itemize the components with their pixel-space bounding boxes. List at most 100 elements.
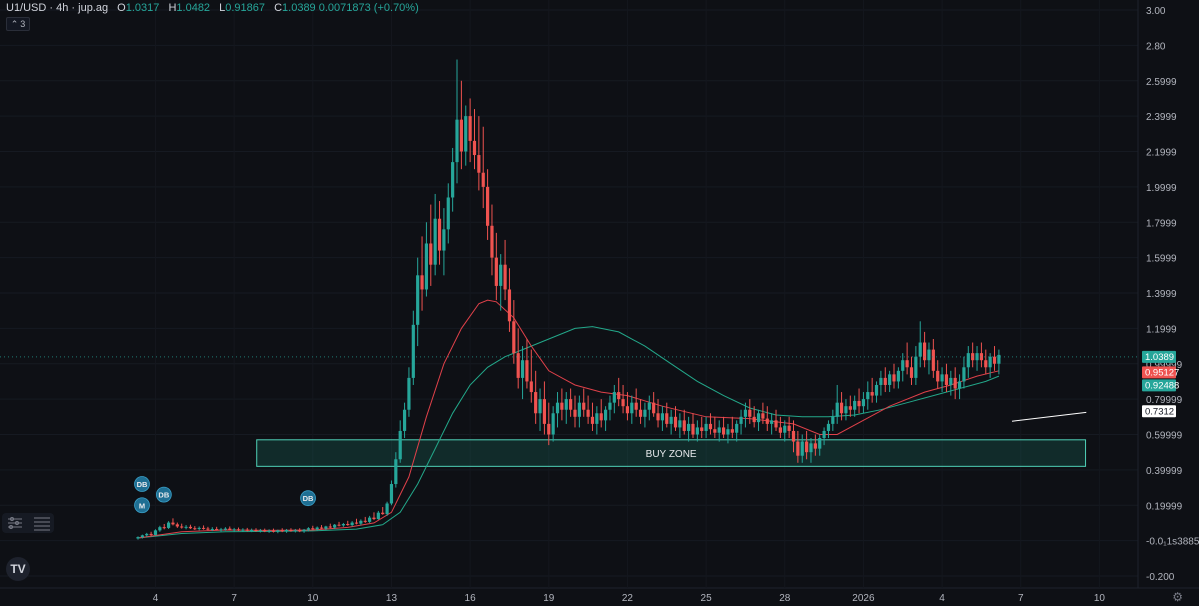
candle-body — [175, 524, 179, 527]
candle — [901, 353, 905, 382]
x-tick-label: 13 — [386, 593, 398, 604]
candle — [682, 409, 686, 435]
candle-body — [888, 374, 892, 385]
candle — [516, 328, 520, 389]
candle — [359, 519, 363, 526]
candle — [923, 331, 927, 368]
indicator-settings-icon[interactable] — [8, 517, 22, 529]
candle-body — [704, 423, 708, 431]
candle-body — [263, 530, 267, 532]
y-tick-label: 3.00 — [1146, 6, 1166, 17]
candle — [569, 388, 573, 417]
candle — [389, 480, 394, 506]
candle — [595, 406, 599, 435]
candle — [175, 522, 179, 528]
candle — [354, 518, 359, 525]
candle — [429, 204, 433, 286]
candle — [153, 529, 158, 536]
price-label: 0.7312 — [1142, 405, 1176, 418]
symbol-title[interactable]: U1/USD · 4h · jup.ag — [6, 2, 109, 14]
high-value: 1.0482 — [176, 2, 211, 14]
candle — [660, 406, 664, 431]
candle — [818, 434, 822, 456]
candle — [603, 406, 608, 431]
candle-body — [774, 420, 778, 428]
x-tick-label: 4 — [939, 593, 945, 604]
candle — [228, 526, 232, 531]
candle-body — [848, 406, 852, 410]
candle-body — [765, 418, 769, 424]
event-marker: M — [134, 497, 150, 514]
candle — [542, 381, 547, 435]
y-tick-label: 1.7999 — [1146, 218, 1177, 229]
candle — [140, 534, 144, 539]
candle — [673, 406, 678, 431]
candle-body — [529, 381, 533, 393]
candle — [866, 381, 870, 410]
candle-body — [818, 438, 822, 449]
candle-body — [874, 384, 879, 396]
candle-body — [691, 423, 695, 435]
candle — [957, 374, 962, 400]
candle — [809, 438, 813, 463]
candle-body — [232, 529, 236, 531]
candle-body — [276, 530, 280, 532]
candle — [232, 527, 236, 532]
candle — [420, 236, 424, 311]
tradingview-logo-icon[interactable]: TV — [6, 557, 30, 581]
candle — [944, 363, 949, 393]
candle-body — [673, 416, 678, 428]
price-label-box — [1142, 366, 1176, 379]
candle — [687, 416, 691, 442]
candle-body — [879, 377, 883, 385]
candle-body — [219, 529, 223, 531]
moving-averages — [137, 299, 1000, 539]
candle — [748, 399, 752, 424]
candle — [402, 402, 407, 439]
candle — [210, 527, 214, 532]
candle-body — [346, 523, 350, 526]
y-tick-label: 2.1999 — [1146, 148, 1177, 159]
candle-body — [866, 392, 870, 400]
candle — [472, 109, 477, 170]
candle-body — [319, 527, 324, 529]
candle-body — [223, 528, 227, 530]
x-tick-label: 22 — [622, 593, 634, 604]
candle-body — [455, 119, 459, 163]
candle-body — [547, 423, 551, 435]
price-label-text: 0.7312 — [1145, 406, 1174, 417]
candle — [743, 402, 748, 428]
candle-body — [739, 416, 743, 424]
indicators-collapse-button[interactable]: ⌃ 3 — [6, 17, 30, 31]
candle-body — [586, 409, 590, 417]
candle-body — [761, 413, 765, 419]
candle — [494, 232, 498, 301]
event-marker: DB — [300, 490, 316, 507]
candle-body — [813, 443, 817, 449]
candle — [267, 529, 271, 533]
candle — [499, 254, 503, 311]
price-label-text: 0.92488 — [1145, 380, 1179, 391]
candle — [486, 169, 490, 240]
event-marker-badge — [300, 490, 316, 507]
list-icon[interactable] — [34, 517, 50, 531]
candle — [883, 367, 887, 393]
x-tick-label: 7 — [1018, 593, 1024, 604]
candle-body — [245, 529, 249, 531]
candle — [276, 529, 280, 534]
low-value: 0.91867 — [225, 2, 266, 14]
candle — [306, 527, 311, 532]
gear-icon[interactable]: ⚙ — [1172, 590, 1183, 604]
candle-body — [573, 409, 577, 417]
candle — [665, 402, 669, 428]
candle-body — [805, 441, 809, 453]
candle-body — [520, 360, 525, 378]
candle-body — [638, 409, 643, 417]
event-marker-badge — [155, 486, 172, 503]
candle — [477, 116, 481, 191]
candle-body — [267, 530, 271, 532]
candle — [455, 59, 459, 184]
candle — [245, 527, 249, 532]
candle-body — [752, 416, 756, 423]
